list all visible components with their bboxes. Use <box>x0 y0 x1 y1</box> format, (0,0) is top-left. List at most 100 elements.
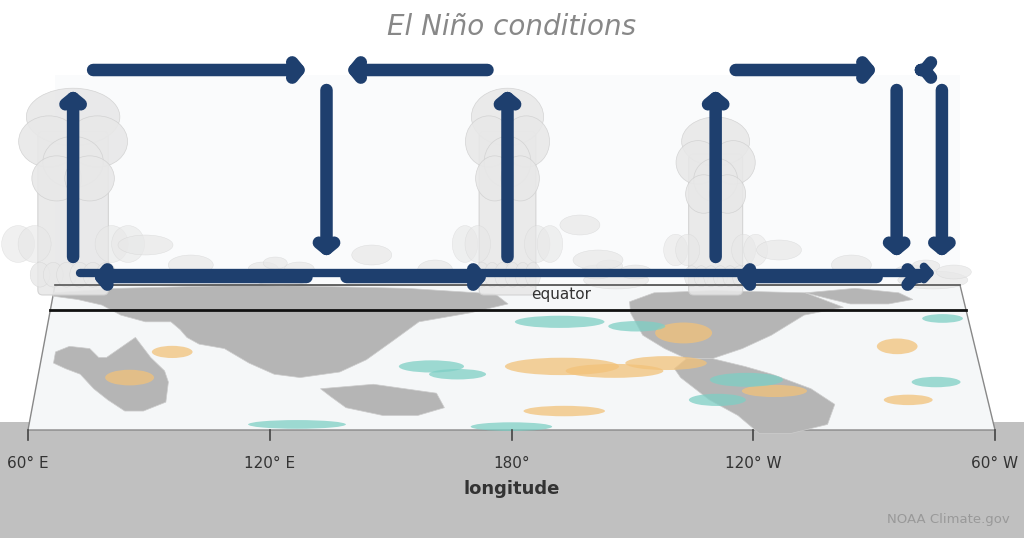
Ellipse shape <box>418 260 453 280</box>
Text: 60° W: 60° W <box>972 456 1019 471</box>
Ellipse shape <box>352 245 392 265</box>
Ellipse shape <box>936 265 972 279</box>
Ellipse shape <box>743 234 768 266</box>
Ellipse shape <box>682 117 750 166</box>
Ellipse shape <box>676 234 699 266</box>
Ellipse shape <box>501 156 540 201</box>
Ellipse shape <box>684 266 698 287</box>
Ellipse shape <box>495 263 510 287</box>
Ellipse shape <box>676 140 720 185</box>
Ellipse shape <box>118 235 173 255</box>
Ellipse shape <box>32 156 81 201</box>
Ellipse shape <box>285 262 314 276</box>
Ellipse shape <box>505 263 520 287</box>
Ellipse shape <box>466 116 512 167</box>
Polygon shape <box>675 359 835 433</box>
Ellipse shape <box>2 225 35 263</box>
Ellipse shape <box>686 175 722 213</box>
Ellipse shape <box>573 250 623 270</box>
Ellipse shape <box>560 215 600 235</box>
Ellipse shape <box>251 268 311 286</box>
Ellipse shape <box>484 136 530 188</box>
Ellipse shape <box>505 358 618 375</box>
Ellipse shape <box>898 271 968 289</box>
Ellipse shape <box>112 225 144 263</box>
Ellipse shape <box>831 255 871 275</box>
Ellipse shape <box>30 263 50 287</box>
Ellipse shape <box>248 420 346 429</box>
Ellipse shape <box>732 234 756 266</box>
Ellipse shape <box>911 377 961 387</box>
Ellipse shape <box>43 263 63 287</box>
Ellipse shape <box>757 240 802 260</box>
Text: El Niño conditions: El Niño conditions <box>387 13 637 41</box>
Ellipse shape <box>263 257 288 269</box>
Ellipse shape <box>877 338 918 354</box>
Ellipse shape <box>67 116 128 167</box>
Ellipse shape <box>712 140 756 185</box>
Bar <box>0 422 1024 538</box>
Ellipse shape <box>65 156 115 201</box>
Ellipse shape <box>923 314 963 323</box>
Ellipse shape <box>723 266 737 287</box>
Ellipse shape <box>597 260 623 272</box>
Ellipse shape <box>484 263 500 287</box>
Ellipse shape <box>515 316 604 328</box>
Ellipse shape <box>152 346 193 358</box>
Ellipse shape <box>884 395 933 405</box>
Ellipse shape <box>581 265 612 279</box>
FancyBboxPatch shape <box>689 154 742 295</box>
Text: equator: equator <box>531 287 592 302</box>
Ellipse shape <box>525 263 541 287</box>
Ellipse shape <box>465 225 490 263</box>
Text: NOAA Climate.gov: NOAA Climate.gov <box>887 513 1010 526</box>
Ellipse shape <box>664 234 688 266</box>
Polygon shape <box>806 288 912 304</box>
Ellipse shape <box>710 373 783 387</box>
Ellipse shape <box>429 369 486 379</box>
Ellipse shape <box>703 266 718 287</box>
Ellipse shape <box>741 385 807 397</box>
Ellipse shape <box>96 263 116 287</box>
Ellipse shape <box>168 255 213 275</box>
Ellipse shape <box>538 225 563 263</box>
Polygon shape <box>630 291 844 359</box>
Ellipse shape <box>83 263 102 287</box>
Ellipse shape <box>626 356 707 370</box>
Polygon shape <box>53 285 508 378</box>
Ellipse shape <box>732 266 746 287</box>
Text: 120° W: 120° W <box>725 456 781 471</box>
Ellipse shape <box>565 364 664 378</box>
Ellipse shape <box>475 156 514 201</box>
Text: 120° E: 120° E <box>244 456 295 471</box>
Ellipse shape <box>714 266 728 287</box>
FancyBboxPatch shape <box>479 131 536 295</box>
Ellipse shape <box>620 265 652 279</box>
Ellipse shape <box>471 88 544 146</box>
Ellipse shape <box>18 116 79 167</box>
Ellipse shape <box>894 265 930 279</box>
Ellipse shape <box>105 370 154 385</box>
Ellipse shape <box>248 262 279 276</box>
Bar <box>55 75 961 285</box>
Polygon shape <box>53 337 168 411</box>
Ellipse shape <box>523 406 605 416</box>
Ellipse shape <box>693 158 737 202</box>
Text: longitude: longitude <box>464 480 560 498</box>
Ellipse shape <box>474 263 489 287</box>
Ellipse shape <box>56 263 77 287</box>
Ellipse shape <box>95 225 128 263</box>
Ellipse shape <box>27 88 120 146</box>
Ellipse shape <box>655 322 712 343</box>
Text: 60° E: 60° E <box>7 456 49 471</box>
Ellipse shape <box>399 360 464 372</box>
Ellipse shape <box>694 266 709 287</box>
Ellipse shape <box>524 225 550 263</box>
Polygon shape <box>28 285 995 430</box>
Ellipse shape <box>584 271 648 289</box>
FancyBboxPatch shape <box>38 131 109 295</box>
Ellipse shape <box>503 116 550 167</box>
Ellipse shape <box>608 321 666 331</box>
Ellipse shape <box>453 225 478 263</box>
Ellipse shape <box>43 136 103 188</box>
